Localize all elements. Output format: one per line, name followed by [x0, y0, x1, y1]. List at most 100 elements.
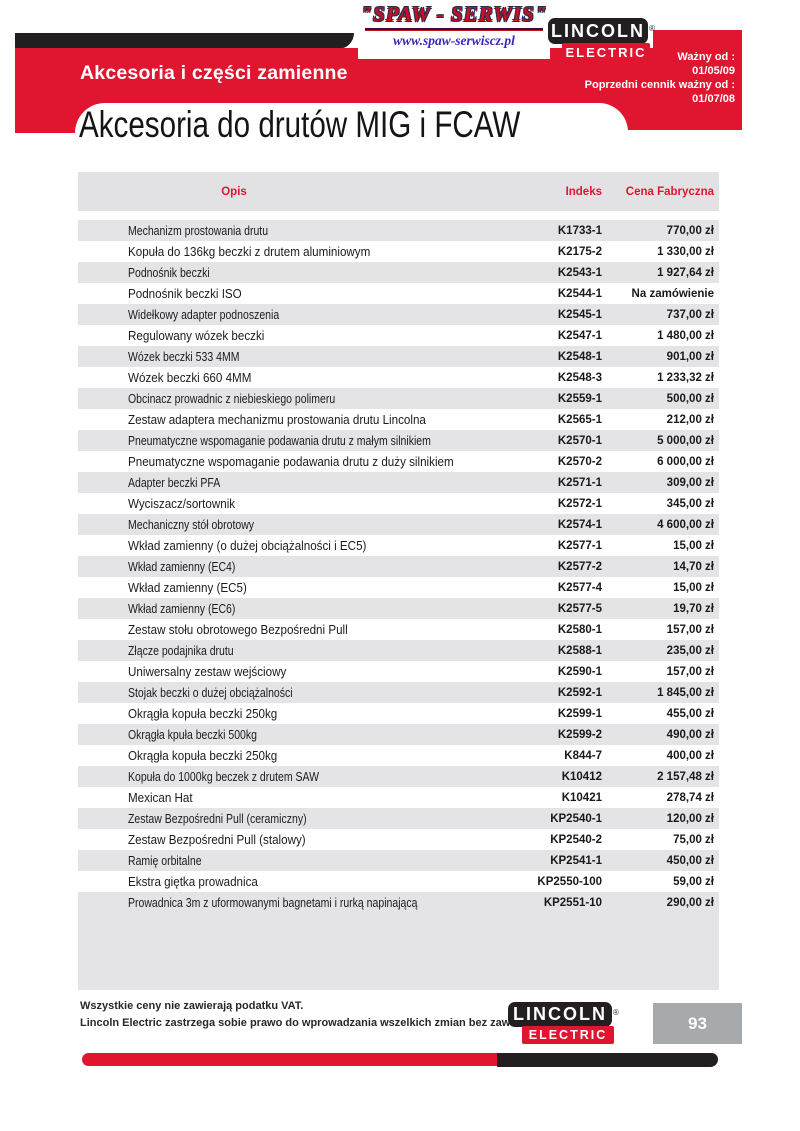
item-index: K2577-4 [557, 581, 602, 594]
vat-note: Wszystkie ceny nie zawierają podatku VAT… [80, 1000, 304, 1012]
item-index: K2565-1 [557, 413, 602, 426]
table-row: Zestaw stołu obrotowego Bezpośredni Pull… [78, 619, 719, 640]
table-row: Widełkowy adapter podnoszenia K2545-1 737,… [78, 304, 719, 325]
table-row: Wkład zamienny (o dużej obciążalności i … [78, 535, 719, 556]
item-price: 59,00 zł [673, 875, 714, 888]
item-description: Stojak beczki o dużej obciążalności [128, 685, 293, 700]
item-description: Wózek beczki 533 4MM [128, 349, 240, 364]
disclaimer-note: Lincoln Electric zastrzega sobie prawo d… [80, 1017, 571, 1029]
item-price: 14,70 zł [673, 560, 714, 573]
item-price: 75,00 zł [673, 833, 714, 846]
item-description: Zestaw adaptera mechanizmu prostowania d… [128, 412, 426, 427]
item-price: 290,00 zł [666, 896, 714, 909]
item-description: Okrągła kpuła beczki 500kg [128, 727, 257, 742]
item-description: Regulowany wózek beczki [128, 328, 265, 343]
item-index: K2599-2 [557, 728, 602, 741]
item-description: Kopuła do 1000kg beczek z drutem SAW [128, 769, 320, 784]
item-index: K2577-1 [557, 539, 602, 552]
item-description: Wkład zamienny (EC5) [128, 580, 247, 595]
item-price: 15,00 zł [673, 539, 714, 552]
item-price: 1 330,00 zł [657, 245, 714, 258]
table-row: Zestaw Bezpośredni Pull (ceramiczny) KP25… [78, 808, 719, 829]
table-row: Wkład zamienny (EC4) K2577-2 14,70 zł [78, 556, 719, 577]
item-index: K2548-1 [557, 350, 602, 363]
previous-validity-label: Poprzedni cennik ważny od : [584, 79, 735, 91]
table-row: Zestaw Bezpośredni Pull (stalowy) KP2540-… [78, 829, 719, 850]
item-price: 157,00 zł [666, 623, 714, 636]
item-description: Pneumatyczne wspomaganie podawania drutu… [128, 454, 454, 469]
item-index: KP2551-10 [543, 896, 602, 909]
table-row: Podnośnik beczki K2543-1 1 927,64 zł [78, 262, 719, 283]
item-index: K2574-1 [557, 518, 602, 531]
item-price: 770,00 zł [666, 224, 714, 237]
item-index: K2599-1 [557, 707, 602, 720]
item-index: K2559-1 [557, 392, 602, 405]
item-price: 235,00 zł [666, 644, 714, 657]
header-red-top-right [653, 30, 742, 50]
item-description: Mechanizm prostowania drutu [128, 223, 269, 238]
item-description: Widełkowy adapter podnoszenia [128, 307, 280, 322]
price-table-footer-filler [78, 913, 719, 990]
price-table: Opis Indeks Cena Fabryczna Mechanizm pro… [78, 172, 719, 990]
item-description: Obcinacz prowadnic z niebieskiego polime… [128, 391, 336, 406]
item-index: K2588-1 [557, 644, 602, 657]
table-row: Ekstra giętka prowadnica KP2550-100 59,00 … [78, 871, 719, 892]
table-row: Kopuła do 1000kg beczek z drutem SAW K104… [78, 766, 719, 787]
item-index: K2175-2 [557, 245, 602, 258]
item-description: Wkład zamienny (EC4) [128, 559, 236, 574]
item-description: Wózek beczki 660 4MM [128, 370, 252, 385]
item-price: 157,00 zł [666, 665, 714, 678]
item-price: 15,00 zł [673, 581, 714, 594]
table-row: Regulowany wózek beczki K2547-1 1 480,00 z… [78, 325, 719, 346]
item-price: 5 000,00 zł [657, 434, 714, 447]
item-description: Uniwersalny zestaw wejściowy [128, 664, 287, 679]
item-price: 120,00 zł [666, 812, 714, 825]
item-index: KP2541-1 [550, 854, 602, 867]
table-row: Pneumatyczne wspomaganie podawania drutu… [78, 451, 719, 472]
lincoln-electric-logo-header: LINCOLN ® ELECTRIC [548, 18, 655, 62]
item-index: K10421 [561, 791, 602, 804]
item-price: 6 000,00 zł [657, 455, 714, 468]
item-description: Okrągła kopuła beczki 250kg [128, 706, 278, 721]
item-index: K2577-2 [557, 560, 602, 573]
item-price: 278,74 zł [666, 791, 714, 804]
item-description: Kopuła do 136kg beczki z drutem aluminio… [128, 244, 371, 259]
item-price: 1 480,00 zł [657, 329, 714, 342]
table-row: Okrągła kopuła beczki 250kg K2599-1 455,00… [78, 703, 719, 724]
item-description: Zestaw Bezpośredni Pull (stalowy) [128, 832, 306, 847]
item-index: KP2550-100 [537, 875, 602, 888]
registered-mark-icon: ® [649, 24, 655, 33]
header-curve-right [570, 103, 628, 161]
item-description: Pneumatyczne wspomaganie podawania drutu… [128, 433, 431, 448]
item-index: K2547-1 [557, 329, 602, 342]
item-price: 450,00 zł [666, 854, 714, 867]
table-row: Obcinacz prowadnic z niebieskiego polime… [78, 388, 719, 409]
column-header-description: Opis [221, 185, 247, 198]
top-black-bar [15, 33, 354, 49]
item-index: K2571-1 [557, 476, 602, 489]
table-row: Mexican Hat K10421 278,74 zł [78, 787, 719, 808]
item-index: K2590-1 [557, 665, 602, 678]
item-index: K2570-1 [557, 434, 602, 447]
item-description: Okrągła kopuła beczki 250kg [128, 748, 278, 763]
table-row: Okrągła kopuła beczki 250kg K844-7 400,00 … [78, 745, 719, 766]
lincoln-wordmark: LINCOLN [548, 18, 648, 44]
table-row: Uniwersalny zestaw wejściowy K2590-1 157,0… [78, 661, 719, 682]
lincoln-electric-logo-footer: LINCOLN ® ELECTRIC [508, 1002, 619, 1044]
validity-date: 01/05/09 [692, 65, 735, 77]
table-row: Zestaw adaptera mechanizmu prostowania d… [78, 409, 719, 430]
item-price: 400,00 zł [666, 749, 714, 762]
item-index: K844-7 [564, 749, 602, 762]
item-description: Wkład zamienny (EC6) [128, 601, 236, 616]
section-banner-title: Akcesoria i części zamienne [80, 62, 348, 84]
item-description: Złącze podajnika drutu [128, 643, 234, 658]
price-validity-block: Ważny od : 01/05/09 Poprzedni cennik waż… [585, 50, 735, 106]
item-index: K2544-1 [557, 287, 602, 300]
price-table-header: Opis Indeks Cena Fabryczna [78, 172, 719, 211]
item-index: K1733-1 [557, 224, 602, 237]
item-description: Ramię orbitalne [128, 853, 202, 868]
item-index: K2592-1 [557, 686, 602, 699]
item-description: Prowadnica 3m z uformowanymi bagnetami i… [128, 895, 418, 910]
item-description: Zestaw Bezpośredni Pull (ceramiczny) [128, 811, 307, 826]
